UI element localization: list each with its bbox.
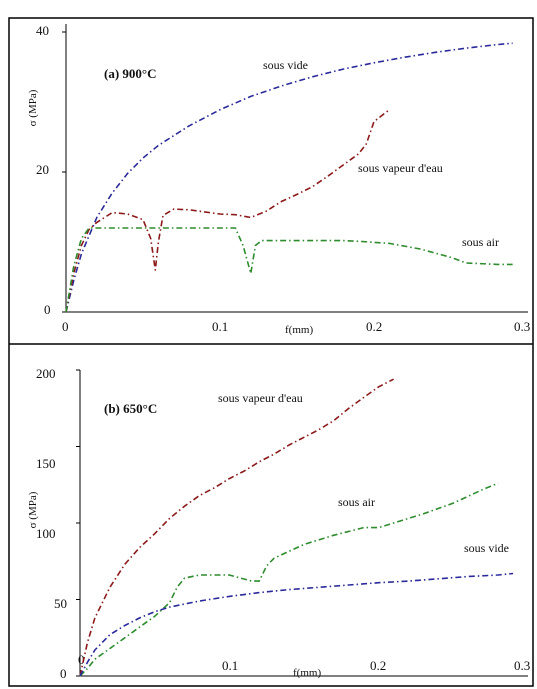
- panel-a-ylabel: σ (MPa): [27, 89, 39, 126]
- panel-a-series-line-sous-vide: [65, 42, 513, 313]
- panel-b-series-line-sous-air: [79, 482, 499, 677]
- panel-a-xtick-2: 0.2: [366, 319, 382, 334]
- panel-b-xtick-0: 0: [78, 652, 85, 667]
- panel-a-xtick-1: 0.1: [212, 319, 228, 334]
- panel-a-series-label-sous-vapeur: sous vapeur d'eau: [358, 161, 443, 175]
- panel-b-plot-area: [76, 369, 514, 677]
- panel-b-ytick-4: 200: [36, 366, 56, 381]
- panel-a-label: (a) 900°C: [104, 66, 157, 81]
- panel-b-ytick-2: 100: [36, 526, 56, 541]
- panel-a-series-label-sous-air: sous air: [462, 235, 499, 249]
- panel-a-xtick-0: 0: [62, 319, 69, 334]
- panel-b-series-line-sous-vapeur-d-eau: [79, 378, 394, 677]
- panel-b-xlabel: f(mm): [293, 667, 321, 679]
- panel-b: 0 50 100 150 200 0 0.1 0.2 0.3 f(mm) σ (…: [27, 366, 530, 681]
- panel-b-xtick-2: 0.2: [370, 658, 386, 673]
- panel-b-ylabel: σ (MPa): [27, 491, 39, 528]
- panel-b-xtick-3: 0.3: [514, 658, 530, 673]
- panel-b-series-label-sous-vide: sous vide: [464, 541, 509, 555]
- panel-b-series-label-sous-air: sous air: [338, 495, 375, 509]
- panel-a-series-line-sous-vapeur-d-eau: [65, 109, 390, 313]
- panel-b-ytick-1: 50: [54, 596, 67, 611]
- panel-a-series-line-sous-air: [65, 227, 513, 313]
- panel-b-ytick-3: 150: [36, 456, 56, 471]
- panel-a-plot-area: [62, 31, 513, 313]
- panel-a-series-label-sous-vide: sous vide: [263, 58, 308, 72]
- panel-b-ytick-0: 0: [60, 666, 67, 681]
- panel-a-ytick-0: 0: [44, 302, 51, 317]
- panel-b-series-line-sous-vide: [79, 572, 514, 677]
- panel-a-xtick-3: 0.3: [514, 319, 530, 334]
- panel-b-label: (b) 650°C: [104, 401, 157, 416]
- panel-a-ytick-2: 40: [36, 23, 49, 38]
- panel-b-xtick-1: 0.1: [222, 658, 238, 673]
- figure-frame: [8, 17, 534, 687]
- panel-a: 0 20 40 0 0.1 0.2 0.3 f(mm) σ (MPa) (a) …: [27, 23, 530, 336]
- panel-a-xlabel: f(mm): [285, 324, 313, 336]
- panel-a-ytick-1: 20: [36, 162, 49, 177]
- panel-b-series-label-sous-vapeur: sous vapeur d'eau: [218, 391, 303, 405]
